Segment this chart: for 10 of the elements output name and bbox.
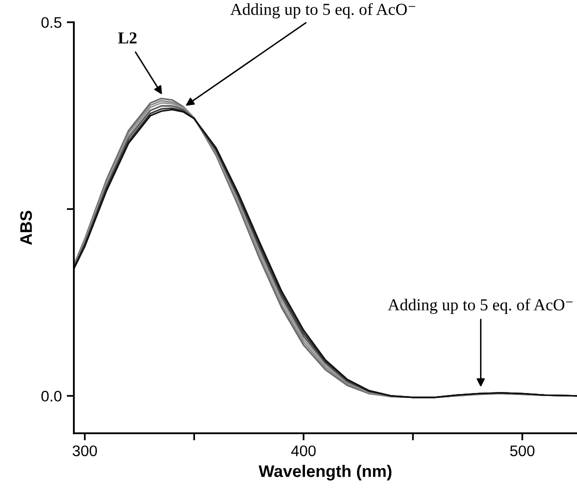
y-tick-label: 0.0 <box>41 390 62 402</box>
annotation: Adding up to 5 eq. of AcO⁻ <box>388 298 573 314</box>
x-tick-label: 500 <box>510 445 534 456</box>
y-tick-label: 0.5 <box>41 17 62 28</box>
annotation: Adding up to 5 eq. of AcO⁻ <box>230 3 416 18</box>
y-axis-title: ABS <box>20 210 32 245</box>
x-tick-label: 400 <box>291 445 316 456</box>
x-tick-label: 300 <box>72 445 97 456</box>
x-axis-title: Wavelength (nm) <box>258 464 392 480</box>
annotation: L2 <box>118 32 137 44</box>
